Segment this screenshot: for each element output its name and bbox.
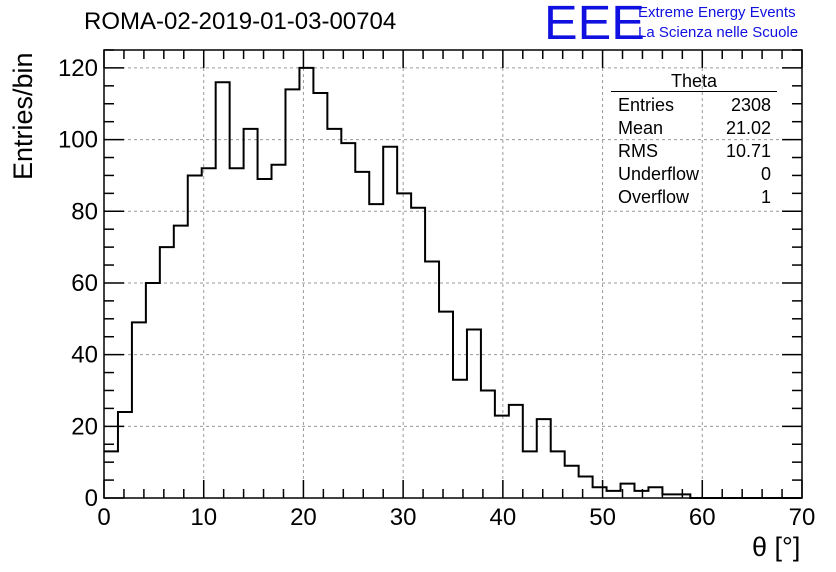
stats-label: Entries bbox=[618, 95, 675, 115]
x-axis-label: θ [°] bbox=[752, 532, 801, 562]
x-tick-label: 0 bbox=[97, 504, 110, 531]
x-tick-label: 60 bbox=[689, 504, 716, 531]
grid-lines bbox=[104, 50, 802, 498]
stats-label: RMS bbox=[618, 141, 658, 161]
chart-title: ROMA-02-2019-01-03-00704 bbox=[84, 8, 397, 35]
stats-label: Underflow bbox=[618, 164, 700, 184]
histogram-series-line bbox=[104, 66, 802, 499]
x-tick-label: 10 bbox=[190, 504, 217, 531]
stats-title: Theta bbox=[611, 72, 777, 92]
x-tick-label: 40 bbox=[490, 504, 517, 531]
x-tick-label: 20 bbox=[290, 504, 317, 531]
x-tick-label: 50 bbox=[589, 504, 616, 531]
y-tick-label: 60 bbox=[71, 270, 98, 297]
logo-caption-line2: La Scienza nelle Scuole bbox=[638, 24, 799, 41]
eee-logo: EEE bbox=[544, 0, 645, 50]
y-tick-label: 40 bbox=[71, 342, 98, 369]
stats-row-underflow: Underflow 0 bbox=[611, 163, 777, 186]
stats-box: Theta Entries 2308 Mean 21.02 RMS 10.71 … bbox=[611, 72, 777, 209]
y-tick-label: 120 bbox=[58, 55, 98, 82]
stats-value: 2308 bbox=[730, 95, 771, 115]
y-tick-label: 100 bbox=[58, 127, 98, 154]
stats-value: 1 bbox=[760, 187, 771, 207]
stats-value: 0 bbox=[760, 164, 771, 184]
logo-caption-line1: Extreme Energy Events bbox=[638, 4, 796, 21]
stats-value: 10.71 bbox=[725, 141, 771, 161]
stats-row-mean: Mean 21.02 bbox=[611, 117, 777, 140]
stats-row-entries: Entries 2308 bbox=[611, 94, 777, 117]
y-tick-label: 20 bbox=[71, 413, 98, 440]
stats-label: Overflow bbox=[618, 187, 690, 207]
stats-value: 21.02 bbox=[725, 118, 771, 138]
y-tick-label: 0 bbox=[85, 485, 98, 512]
x-tick-label: 30 bbox=[390, 504, 417, 531]
stats-row-rms: RMS 10.71 bbox=[611, 140, 777, 163]
y-axis-label: Entries/bin bbox=[8, 52, 38, 180]
stats-label: Mean bbox=[618, 118, 664, 138]
y-tick-label: 80 bbox=[71, 198, 98, 225]
plot-frame bbox=[103, 49, 803, 499]
stats-row-overflow: Overflow 1 bbox=[611, 186, 777, 209]
x-tick-label: 70 bbox=[789, 504, 816, 531]
